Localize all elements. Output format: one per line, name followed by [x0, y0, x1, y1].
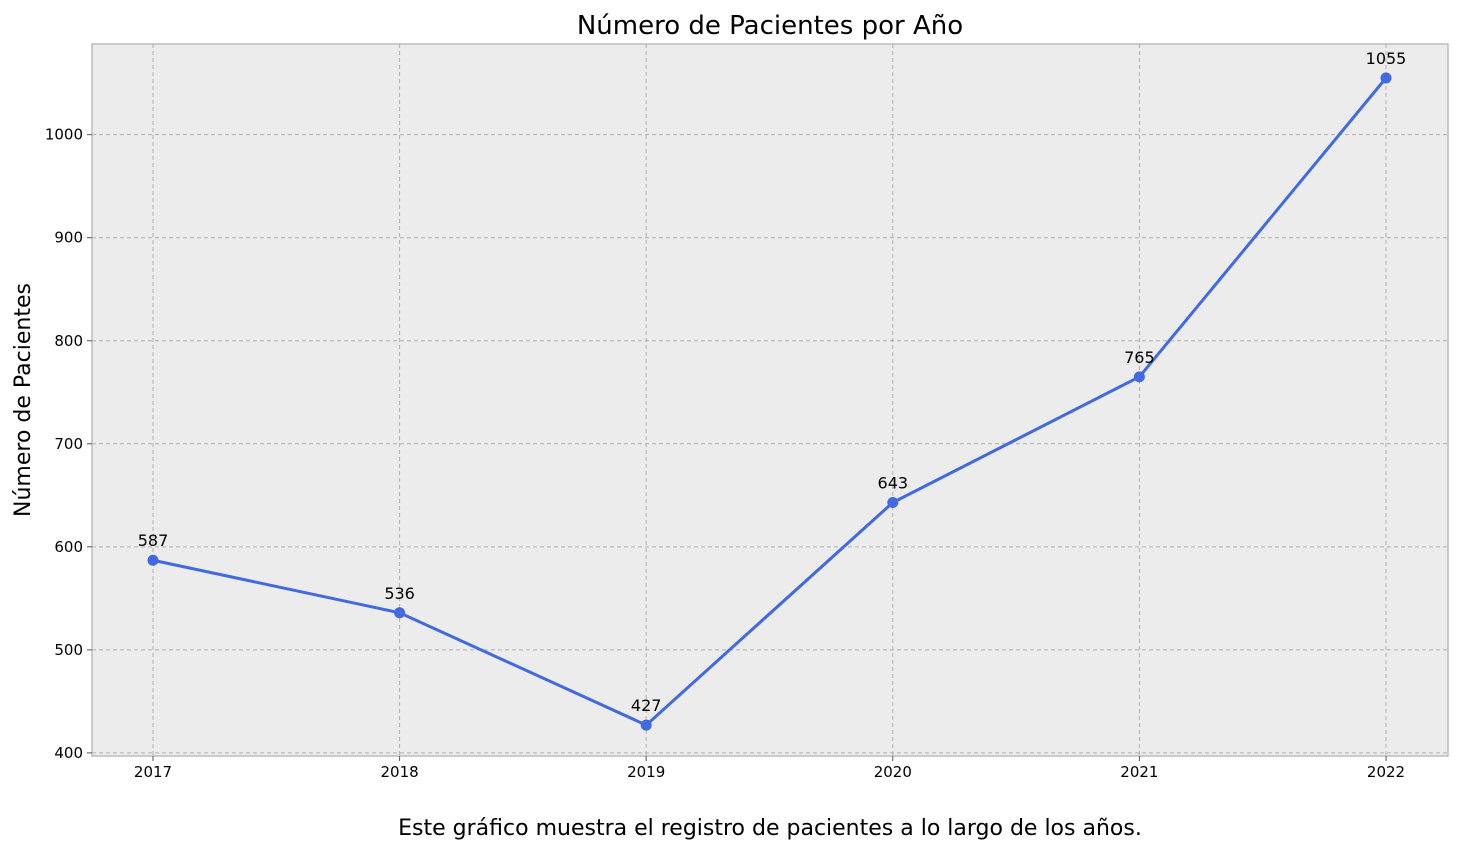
x-axis-ticks: 2017 2018 2019 2020 2021 2022	[134, 756, 1405, 781]
y-tick-label: 900	[54, 229, 83, 247]
chart-caption: Este gráfico muestra el registro de paci…	[398, 816, 1142, 841]
y-tick-label: 600	[54, 538, 83, 556]
y-tick-label: 700	[54, 435, 83, 453]
y-axis-ticks: 400 500 600 700 800 900 1000	[45, 126, 92, 762]
y-axis-label: Número de Pacientes	[11, 283, 36, 517]
series-line	[152, 77, 1388, 727]
x-tick-label: 2017	[134, 763, 172, 781]
data-label: 427	[631, 696, 662, 715]
data-point	[887, 497, 899, 509]
x-tick-label: 2019	[627, 763, 665, 781]
x-tick-label: 2018	[381, 763, 419, 781]
y-tick-label: 500	[54, 641, 83, 659]
data-label: 765	[1124, 348, 1155, 367]
x-tick-label: 2020	[874, 763, 912, 781]
chart-title: Número de Pacientes por Año	[577, 11, 963, 41]
y-tick-label: 400	[54, 744, 83, 762]
data-points	[147, 72, 1392, 731]
plot-area	[91, 43, 1449, 757]
data-point	[147, 554, 159, 566]
data-point	[1133, 371, 1145, 383]
data-point	[1380, 72, 1392, 84]
data-point	[640, 719, 652, 731]
y-tick-label: 800	[54, 332, 83, 350]
x-tick-label: 2022	[1367, 763, 1405, 781]
data-label: 536	[384, 584, 415, 603]
grid	[92, 44, 1448, 756]
data-point	[394, 607, 406, 619]
x-tick-label: 2021	[1120, 763, 1158, 781]
y-tick-label: 1000	[45, 126, 83, 144]
data-labels: 587 536 427 643 765 1055	[138, 49, 1407, 715]
data-label: 1055	[1366, 49, 1407, 68]
data-label: 587	[138, 531, 169, 550]
data-label: 643	[878, 474, 909, 493]
